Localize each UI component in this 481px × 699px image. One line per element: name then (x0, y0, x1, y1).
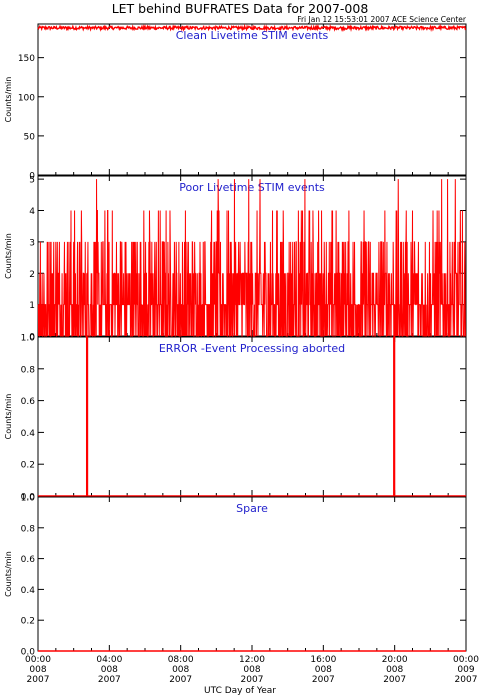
panel-3: ERROR -Event Processing aborted Counts/mi… (4, 334, 467, 503)
x-tick-label-time: 00:00 (25, 655, 51, 665)
y-tick-label: 5 (29, 176, 35, 186)
x-tick-label-time: 08:00 (168, 655, 194, 665)
panel-title: Clean Livetime STIM events (176, 29, 329, 42)
y-tick-label: 0.2 (21, 461, 35, 471)
y-tick-label: 1.0 (21, 494, 36, 504)
x-tick-label-year: 2007 (169, 675, 192, 685)
panel-title: ERROR -Event Processing aborted (159, 342, 345, 355)
y-tick-label: 100 (18, 93, 35, 103)
series-line (38, 336, 466, 497)
y-axis-label: Counts/min (4, 77, 13, 123)
panel-1: Clean Livetime STIM events Counts/min 0 50 1… (4, 23, 467, 182)
y-tick-label: 4 (29, 207, 35, 217)
x-tick-label-time: 00:00 (453, 655, 479, 665)
x-tick-label-doy: 008 (101, 665, 118, 675)
y-tick-label: 50 (24, 132, 36, 142)
panels-group: Clean Livetime STIM eventsCounts/min0501… (4, 23, 467, 658)
y-tick-label: 0.2 (21, 617, 35, 627)
series-line (37, 179, 466, 337)
y-axis-label: Counts/min (4, 551, 13, 597)
panel-title: Spare (236, 502, 268, 515)
x-tick-label-time: 12:00 (239, 655, 265, 665)
x-tick-label-doy: 008 (29, 665, 46, 675)
y-tick-label: 0.0 (21, 493, 36, 503)
timestamp-label: Fri Jan 12 15:53:01 2007 ACE Science Cen… (297, 15, 467, 24)
chart-title: LET behind BUFRATES Data for 2007-008 (112, 1, 369, 16)
y-tick-label: 0.4 (21, 586, 36, 596)
y-tick-label: 0.8 (21, 365, 36, 375)
y-tick-label: 0.6 (21, 397, 36, 407)
panel-2: Poor Livetime STIM events Counts/min 0 1 2 3 4… (4, 175, 467, 343)
y-tick-label: 0.8 (21, 524, 36, 534)
x-axis: 00:00008200704:00008200708:00008200712:0… (25, 655, 479, 685)
series-line (37, 23, 467, 33)
y-tick-label: 1 (29, 301, 35, 311)
x-tick-label-year: 2007 (241, 675, 264, 685)
y-axis-label: Counts/min (4, 233, 13, 279)
x-tick-label-doy: 008 (386, 665, 403, 675)
panel-frame (37, 496, 467, 652)
panel-frame (37, 336, 467, 497)
x-tick-label-time: 16:00 (310, 655, 336, 665)
x-tick-label-year: 2007 (27, 675, 50, 685)
y-tick-label: 0.4 (21, 429, 36, 439)
x-tick-label-year: 2007 (98, 675, 121, 685)
y-tick-label: 0 (29, 333, 35, 343)
y-tick-label: 0.6 (21, 555, 36, 565)
x-tick-label-year: 2007 (312, 675, 335, 685)
x-tick-label-doy: 008 (172, 665, 189, 675)
x-tick-label-year: 2007 (383, 675, 406, 685)
y-tick-label: 150 (18, 54, 35, 64)
y-tick-label: 0 (29, 172, 35, 182)
panel-frame (37, 23, 467, 176)
y-tick-label: 2 (29, 270, 35, 280)
x-tick-label-time: 20:00 (382, 655, 408, 665)
x-axis-label: UTC Day of Year (204, 686, 276, 696)
y-tick-label: 0.0 (21, 648, 36, 658)
y-tick-label: 1.0 (21, 334, 36, 344)
y-tick-label: 3 (29, 238, 35, 248)
panel-4: Spare Counts/min 0.0 0.2 0.4 0.6 0.8 1.0 (4, 494, 467, 658)
x-tick-label-year: 2007 (455, 675, 478, 685)
x-tick-label-doy: 008 (315, 665, 332, 675)
x-tick-label-doy: 009 (457, 665, 474, 675)
y-axis-label: Counts/min (4, 394, 13, 440)
x-tick-label-doy: 008 (243, 665, 260, 675)
x-tick-label-time: 04:00 (96, 655, 122, 665)
panel-title: Poor Livetime STIM events (179, 181, 325, 194)
